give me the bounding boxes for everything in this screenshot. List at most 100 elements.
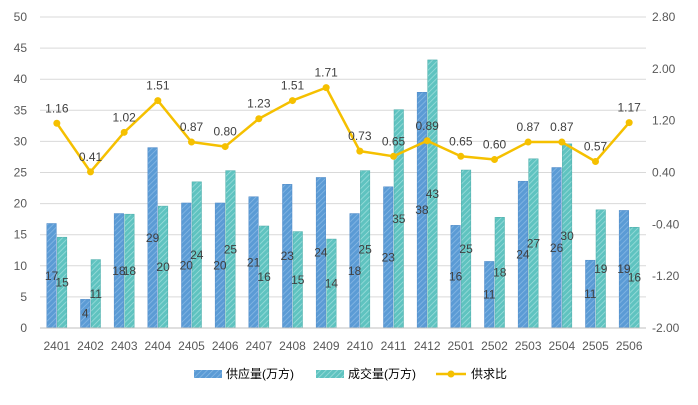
ratio-point[interactable] xyxy=(356,147,364,155)
legend-swatch-deal xyxy=(316,370,344,378)
bars xyxy=(46,59,640,329)
ratio-point[interactable] xyxy=(255,115,263,123)
x-tick-label: 2407 xyxy=(245,339,272,353)
deal-data-label: 16 xyxy=(628,271,642,285)
ratio-data-label: 1.71 xyxy=(314,66,338,80)
supply-data-label: 20 xyxy=(180,258,194,272)
x-tick-label: 2502 xyxy=(481,339,508,353)
ratio-point[interactable] xyxy=(154,97,162,105)
y-right-tick-label: 2.00 xyxy=(652,62,676,76)
x-tick-label: 2401 xyxy=(43,339,70,353)
y-right-tick-label: 1.20 xyxy=(652,114,676,128)
legend-item-ratio[interactable]: 供求比 xyxy=(436,367,507,381)
supply-data-label: 29 xyxy=(146,231,160,245)
ratio-point[interactable] xyxy=(592,157,599,165)
ratio-data-label: 0.89 xyxy=(415,119,439,133)
ratio-data-label: 0.73 xyxy=(348,129,372,143)
deal-data-label: 25 xyxy=(459,242,473,256)
legend-marker-ratio xyxy=(447,370,455,378)
y-right-tick-label: -1.20 xyxy=(652,269,680,283)
ratio-point[interactable] xyxy=(558,138,566,146)
ratio-point[interactable] xyxy=(221,143,229,151)
ratio-data-label: 0.60 xyxy=(483,138,507,152)
x-tick-label: 2504 xyxy=(548,339,575,353)
y-left-tick-label: 20 xyxy=(14,197,28,211)
ratio-point[interactable] xyxy=(322,84,330,92)
deal-data-label: 27 xyxy=(527,236,541,250)
deal-data-label: 16 xyxy=(257,270,271,284)
ratio-point[interactable] xyxy=(491,156,498,164)
y-left-tick-label: 25 xyxy=(14,166,28,180)
ratio-data-label: 1.17 xyxy=(617,101,641,115)
y-right-tick-label: 2.80 xyxy=(652,10,676,24)
y-left-tick-label: 5 xyxy=(20,290,27,304)
ratio-point[interactable] xyxy=(53,119,61,127)
axes: 0 5 10 15 20 25 30 35 40 45 50 -2.00 -1.20 -0.40 0.40 1… xyxy=(14,10,680,353)
x-tick-label: 2501 xyxy=(447,339,474,353)
x-tick-label: 2406 xyxy=(212,339,239,353)
supply-data-label: 24 xyxy=(516,248,530,262)
x-tick-label: 2503 xyxy=(515,339,542,353)
x-tick-label: 2408 xyxy=(279,339,306,353)
deal-data-label: 15 xyxy=(55,276,69,290)
legend-swatch-supply xyxy=(194,370,222,378)
ratio-point[interactable] xyxy=(457,152,465,160)
supply-data-label: 23 xyxy=(281,249,295,263)
supply-data-label: 11 xyxy=(584,287,597,301)
x-tick-label: 2404 xyxy=(144,339,171,353)
ratio-series-line xyxy=(55,86,631,174)
y-right-tick-label: 0.40 xyxy=(652,166,676,180)
deal-data-label: 30 xyxy=(560,229,574,243)
ratio-data-label: 0.87 xyxy=(180,120,204,134)
ratio-point[interactable] xyxy=(87,168,94,176)
ratio-point[interactable] xyxy=(188,138,195,146)
y-left-tick-label: 15 xyxy=(14,228,28,242)
legend-label-deal: 成交量(万方) xyxy=(348,366,416,381)
deal-data-label: 14 xyxy=(325,277,339,291)
ratio-data-label: 1.16 xyxy=(45,101,69,115)
y-left-tick-label: 40 xyxy=(14,72,28,86)
legend-label-supply: 供应量(万方) xyxy=(226,366,294,381)
supply-data-label: 20 xyxy=(213,258,227,272)
supply-data-label: 18 xyxy=(348,264,362,278)
ratio-line xyxy=(53,84,633,176)
y-right-tick-label: -2.00 xyxy=(652,321,680,335)
supply-data-label: 17 xyxy=(45,269,59,283)
ratio-data-label: 1.02 xyxy=(112,110,136,124)
supply-data-label: 26 xyxy=(550,241,564,255)
deal-data-label: 18 xyxy=(493,266,507,280)
ratio-point[interactable] xyxy=(390,152,397,160)
gridlines xyxy=(40,16,646,329)
ratio-data-label: 0.80 xyxy=(213,125,237,139)
ratio-point[interactable] xyxy=(625,119,633,127)
x-tick-label: 2409 xyxy=(313,339,340,353)
ratio-point[interactable] xyxy=(423,137,431,145)
supply-data-label: 19 xyxy=(617,262,631,276)
ratio-data-label: 0.57 xyxy=(584,139,608,153)
x-tick-label: 2506 xyxy=(616,339,643,353)
ratio-point[interactable] xyxy=(120,128,128,136)
supply-data-label: 38 xyxy=(415,203,429,217)
supply-data-label: 16 xyxy=(449,270,463,284)
y-left-tick-label: 35 xyxy=(14,103,28,117)
x-tick-label: 2412 xyxy=(414,339,441,353)
ratio-data-label: 0.87 xyxy=(516,120,540,134)
deal-data-label: 18 xyxy=(123,264,137,278)
y-right-tick-label: -0.40 xyxy=(652,217,680,231)
legend-item-supply[interactable]: 供应量(万方) xyxy=(194,366,294,381)
x-tick-label: 2410 xyxy=(346,339,373,353)
x-tick-label: 2405 xyxy=(178,339,205,353)
supply-data-label: 24 xyxy=(314,246,328,260)
ratio-point[interactable] xyxy=(524,138,532,146)
deal-data-label: 25 xyxy=(224,242,238,256)
y-left-tick-label: 30 xyxy=(14,134,28,148)
ratio-point[interactable] xyxy=(289,97,296,105)
ratio-data-label: 1.51 xyxy=(281,79,305,93)
supply-data-label: 23 xyxy=(382,250,396,264)
legend-item-deal[interactable]: 成交量(万方) xyxy=(316,366,416,381)
ratio-data-label: 0.65 xyxy=(449,134,473,148)
y-left-tick-label: 0 xyxy=(20,321,27,335)
ratio-data-label: 1.51 xyxy=(146,79,170,93)
